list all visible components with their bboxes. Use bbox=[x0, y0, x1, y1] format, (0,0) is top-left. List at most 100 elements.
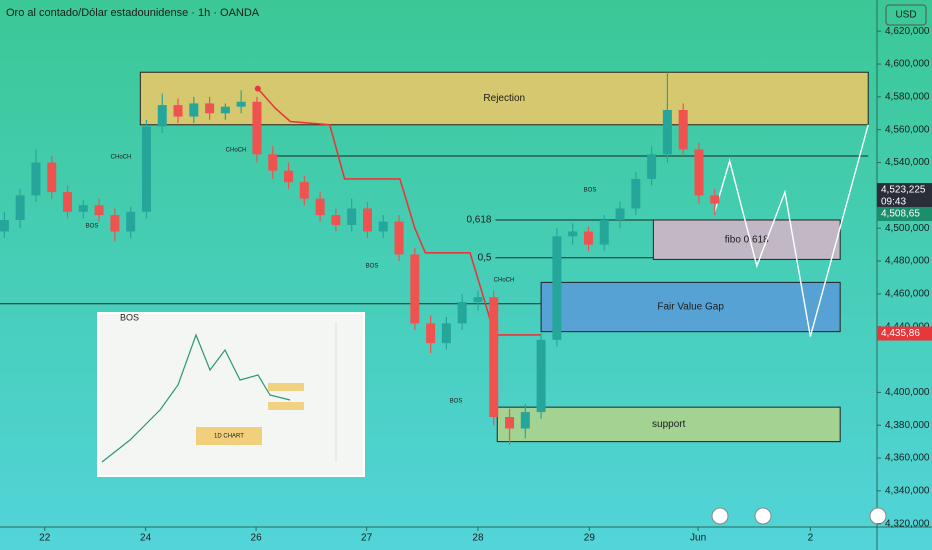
annotation: BOS bbox=[450, 399, 463, 405]
y-tick-label: 4,580,000 bbox=[885, 92, 930, 103]
candle-body bbox=[710, 195, 720, 204]
price-label-box bbox=[877, 183, 932, 210]
candle-body bbox=[141, 126, 151, 212]
level-label: 0,5 bbox=[478, 252, 492, 263]
inset-zone bbox=[196, 427, 262, 445]
x-tick-label: 2 bbox=[808, 533, 814, 544]
x-tick-label: Jun bbox=[690, 533, 706, 544]
currency-box[interactable] bbox=[885, 4, 927, 26]
candle-body bbox=[173, 105, 183, 117]
annotation: BOS bbox=[584, 188, 597, 194]
candle-body bbox=[520, 412, 530, 429]
y-tick-label: 4,460,000 bbox=[885, 289, 930, 300]
candle-body bbox=[631, 178, 641, 209]
annotation: CHoCH bbox=[111, 155, 132, 161]
candle-body bbox=[347, 208, 357, 225]
inset-label: BOS bbox=[120, 312, 139, 322]
candle-body bbox=[599, 219, 609, 245]
candle-body bbox=[552, 236, 562, 340]
x-tick-label: 28 bbox=[472, 533, 484, 544]
x-tick-label: 27 bbox=[361, 533, 373, 544]
price-label: 4,508,65 bbox=[881, 209, 920, 220]
candle-body bbox=[126, 211, 136, 232]
level-label: 0,618 bbox=[466, 215, 491, 226]
candle-body bbox=[31, 162, 41, 196]
y-tick-label: 4,380,000 bbox=[885, 420, 930, 431]
price-label-box bbox=[877, 326, 932, 341]
candle-body bbox=[647, 154, 657, 179]
y-tick-label: 4,600,000 bbox=[885, 59, 930, 70]
candle-body bbox=[189, 103, 199, 117]
annotation: BOS bbox=[86, 224, 99, 230]
candle-body bbox=[426, 323, 436, 344]
candle-body bbox=[47, 162, 57, 193]
candle-body bbox=[252, 101, 262, 155]
candle-body bbox=[568, 231, 578, 237]
candle-body bbox=[299, 182, 309, 199]
zone bbox=[540, 281, 841, 333]
y-tick-label: 4,540,000 bbox=[885, 157, 930, 168]
candle-body bbox=[205, 103, 215, 114]
candle-body bbox=[489, 297, 499, 418]
candle-body bbox=[110, 215, 120, 232]
candle-body bbox=[615, 208, 625, 220]
candle-body bbox=[0, 219, 9, 232]
candle-body bbox=[268, 154, 278, 171]
y-tick-label: 4,340,000 bbox=[885, 486, 930, 497]
event-icon[interactable] bbox=[754, 507, 772, 525]
event-icon[interactable] bbox=[869, 507, 887, 525]
candle-body bbox=[236, 101, 246, 107]
candle-body bbox=[694, 149, 704, 196]
candle-body bbox=[315, 198, 325, 216]
inset-label: 1D CHART bbox=[214, 434, 244, 440]
price-label: 4,435,86 bbox=[881, 328, 920, 339]
inset-zone bbox=[268, 383, 304, 391]
candle-body bbox=[457, 302, 467, 324]
candle-body bbox=[362, 208, 372, 232]
projection-path bbox=[714, 124, 869, 337]
candle-body bbox=[284, 170, 294, 183]
candle-body bbox=[583, 231, 593, 245]
zone bbox=[139, 71, 869, 126]
x-tick-label: 24 bbox=[140, 533, 152, 544]
candle-body bbox=[94, 205, 104, 216]
candle-body bbox=[157, 105, 167, 127]
candle-body bbox=[678, 109, 688, 150]
y-tick-label: 4,320,000 bbox=[885, 518, 930, 529]
currency[interactable]: USD bbox=[895, 10, 916, 21]
annotation: CHoCH bbox=[226, 148, 247, 154]
inset-line bbox=[101, 333, 291, 463]
y-tick-label: 4,500,000 bbox=[885, 223, 930, 234]
trail-start bbox=[254, 85, 261, 92]
candle-body bbox=[220, 106, 230, 114]
y-tick-label: 4,360,000 bbox=[885, 453, 930, 464]
zone-label: fibo 0.618 bbox=[725, 234, 769, 245]
candle-body bbox=[331, 215, 341, 225]
candle-body bbox=[394, 221, 404, 255]
y-tick-label: 4,620,000 bbox=[885, 26, 930, 37]
inset-image: BOS 1D CHART bbox=[97, 312, 365, 477]
candle-body bbox=[473, 297, 483, 303]
price-label-box bbox=[877, 207, 932, 222]
candle-body bbox=[410, 254, 420, 324]
inset-frame bbox=[97, 312, 365, 477]
inset-zone bbox=[268, 402, 304, 410]
price-label-time: 09:43 bbox=[881, 197, 906, 208]
x-tick-label: 29 bbox=[584, 533, 596, 544]
x-tick-label: 26 bbox=[251, 533, 263, 544]
x-tick-label: 22 bbox=[39, 533, 51, 544]
price-label: 4,523,225 bbox=[881, 185, 926, 196]
event-icon[interactable] bbox=[711, 507, 729, 525]
y-tick-label: 4,480,000 bbox=[885, 256, 930, 267]
y-tick-label: 4,560,000 bbox=[885, 124, 930, 135]
candle-body bbox=[536, 339, 546, 413]
annotation: CHoCH bbox=[494, 278, 515, 284]
zone bbox=[496, 406, 841, 443]
y-tick-label: 4,400,000 bbox=[885, 387, 930, 398]
trailing-stop-line bbox=[257, 88, 542, 336]
candle-body bbox=[662, 109, 672, 155]
zone-label: Fair Value Gap bbox=[657, 302, 724, 313]
chart-title: Oro al contado/Dólar estadounidense · 1h… bbox=[6, 7, 260, 19]
zone-label: Rejection bbox=[483, 93, 525, 104]
